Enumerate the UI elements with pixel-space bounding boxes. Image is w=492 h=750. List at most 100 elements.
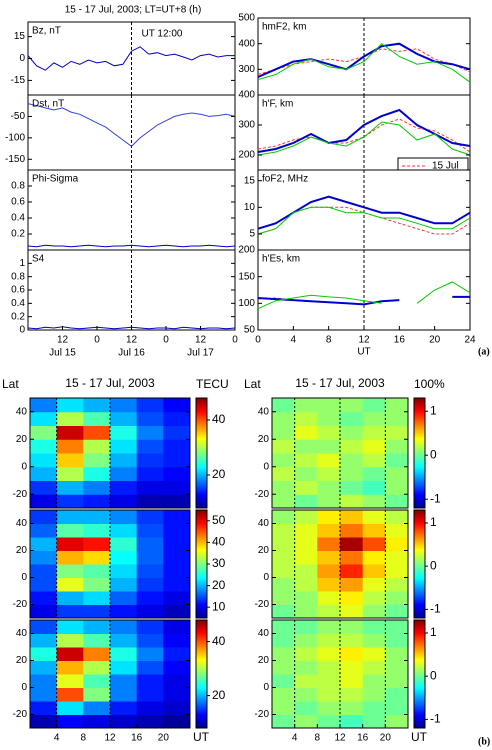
heat-cell [317,591,341,605]
heat-cell [136,439,164,454]
heat-cell [294,714,318,729]
heat-cell [110,398,138,413]
heat-cell [294,453,318,468]
y-tick-label: 0.8 [11,271,25,282]
heat-cell [340,494,364,509]
y-tick-label: 20 [16,545,28,556]
heat-cell [83,674,111,688]
heat-cell [110,687,138,702]
heat-cell [272,633,296,648]
x-tick-label: 12 [126,335,138,346]
y-tick-label: 20 [258,434,270,445]
heat-cell [110,604,138,619]
heat-cell [385,439,409,454]
x-tick-label: 20 [380,733,392,744]
heat-cell [56,480,84,495]
panel-label: hmF2, km [262,22,306,33]
y-tick-label: 0.2 [11,229,25,240]
date-label: Jul 15 [49,348,76,359]
y-tick-label: 50 [244,325,256,336]
heat-cell [272,494,296,509]
heat-cell [83,480,111,495]
heat-cell [317,398,341,413]
heat-cell [340,604,364,619]
heat-cell [362,577,386,592]
colorbar-label: TECU [196,377,229,391]
heat-cell [294,439,318,454]
colorbar-tick-label: 0 [430,668,437,682]
x-axis-label: UT [411,730,428,744]
heat-cell [272,591,296,605]
heat-cell [110,701,138,715]
colorbar-tick-label: 40 [212,634,226,648]
heat-cell [294,523,318,538]
y-tick-label: 20 [258,545,270,556]
heat-cell [163,674,191,688]
y-tick-label: 300 [238,120,255,131]
heat-cell [362,701,386,715]
heat-cell [136,564,164,578]
heat-cell [362,674,386,688]
heat-cell [340,633,364,648]
colorbar-tick-label: 50 [212,513,226,527]
heat-cell [30,523,58,538]
heat-cell [340,660,364,675]
heat-cell [272,425,296,440]
heat-cell [136,577,164,592]
heat-cell [362,480,386,495]
heat-cell [56,591,84,605]
heat-cell [56,453,84,468]
y-axis-label: Lat [244,377,261,391]
y-tick-label: 10 [244,202,256,213]
heat-cell [110,411,138,426]
heat-cell [30,620,58,634]
panel-label: h'F, km [262,99,293,110]
heat-cell [83,510,111,524]
heat-cell [163,591,191,605]
heat-cell [385,620,409,634]
colorbar-tick-label: -1 [430,712,441,726]
heat-cell [362,660,386,675]
x-tick-label: 0 [163,335,169,346]
heat-cell [385,633,409,648]
heat-cell [30,439,58,454]
heat-cell [163,480,191,495]
heat-cell [56,398,84,413]
heat-cell [294,674,318,688]
data-line [27,46,235,71]
heat-cell [294,564,318,578]
heat-cell [56,537,84,551]
y-tick-label: 0 [19,325,25,336]
heat-cell [362,411,386,426]
heat-cell [362,466,386,481]
heat-cell [362,453,386,468]
heat-cell [294,701,318,715]
y-tick-label: -100 [5,132,25,143]
heat-cell [340,577,364,592]
colorbar-tick-label: 1 [430,515,437,529]
heat-cell [340,591,364,605]
heat-cell [56,674,84,688]
heat-cell [385,660,409,675]
heat-cell [272,453,296,468]
heat-cell [30,701,58,715]
y-tick-label: -20 [13,599,28,610]
heat-cell [110,494,138,509]
heat-cell [163,714,191,729]
heat-cell [56,510,84,524]
x-tick-label: 8 [326,335,332,346]
data-line [257,121,471,156]
heat-cell [294,577,318,592]
y-tick-label: 150 [238,271,255,282]
heat-cell [385,453,409,468]
heat-cell [272,660,296,675]
heat-cell [56,550,84,565]
colorbar-tick-label: 20 [212,688,226,702]
heat-cell [385,425,409,440]
heat-cell [385,714,409,729]
heat-cell [56,660,84,675]
heat-cell [136,480,164,495]
heat-cell [83,647,111,661]
y-tick-label: 20 [258,655,270,666]
heat-cell [136,411,164,426]
